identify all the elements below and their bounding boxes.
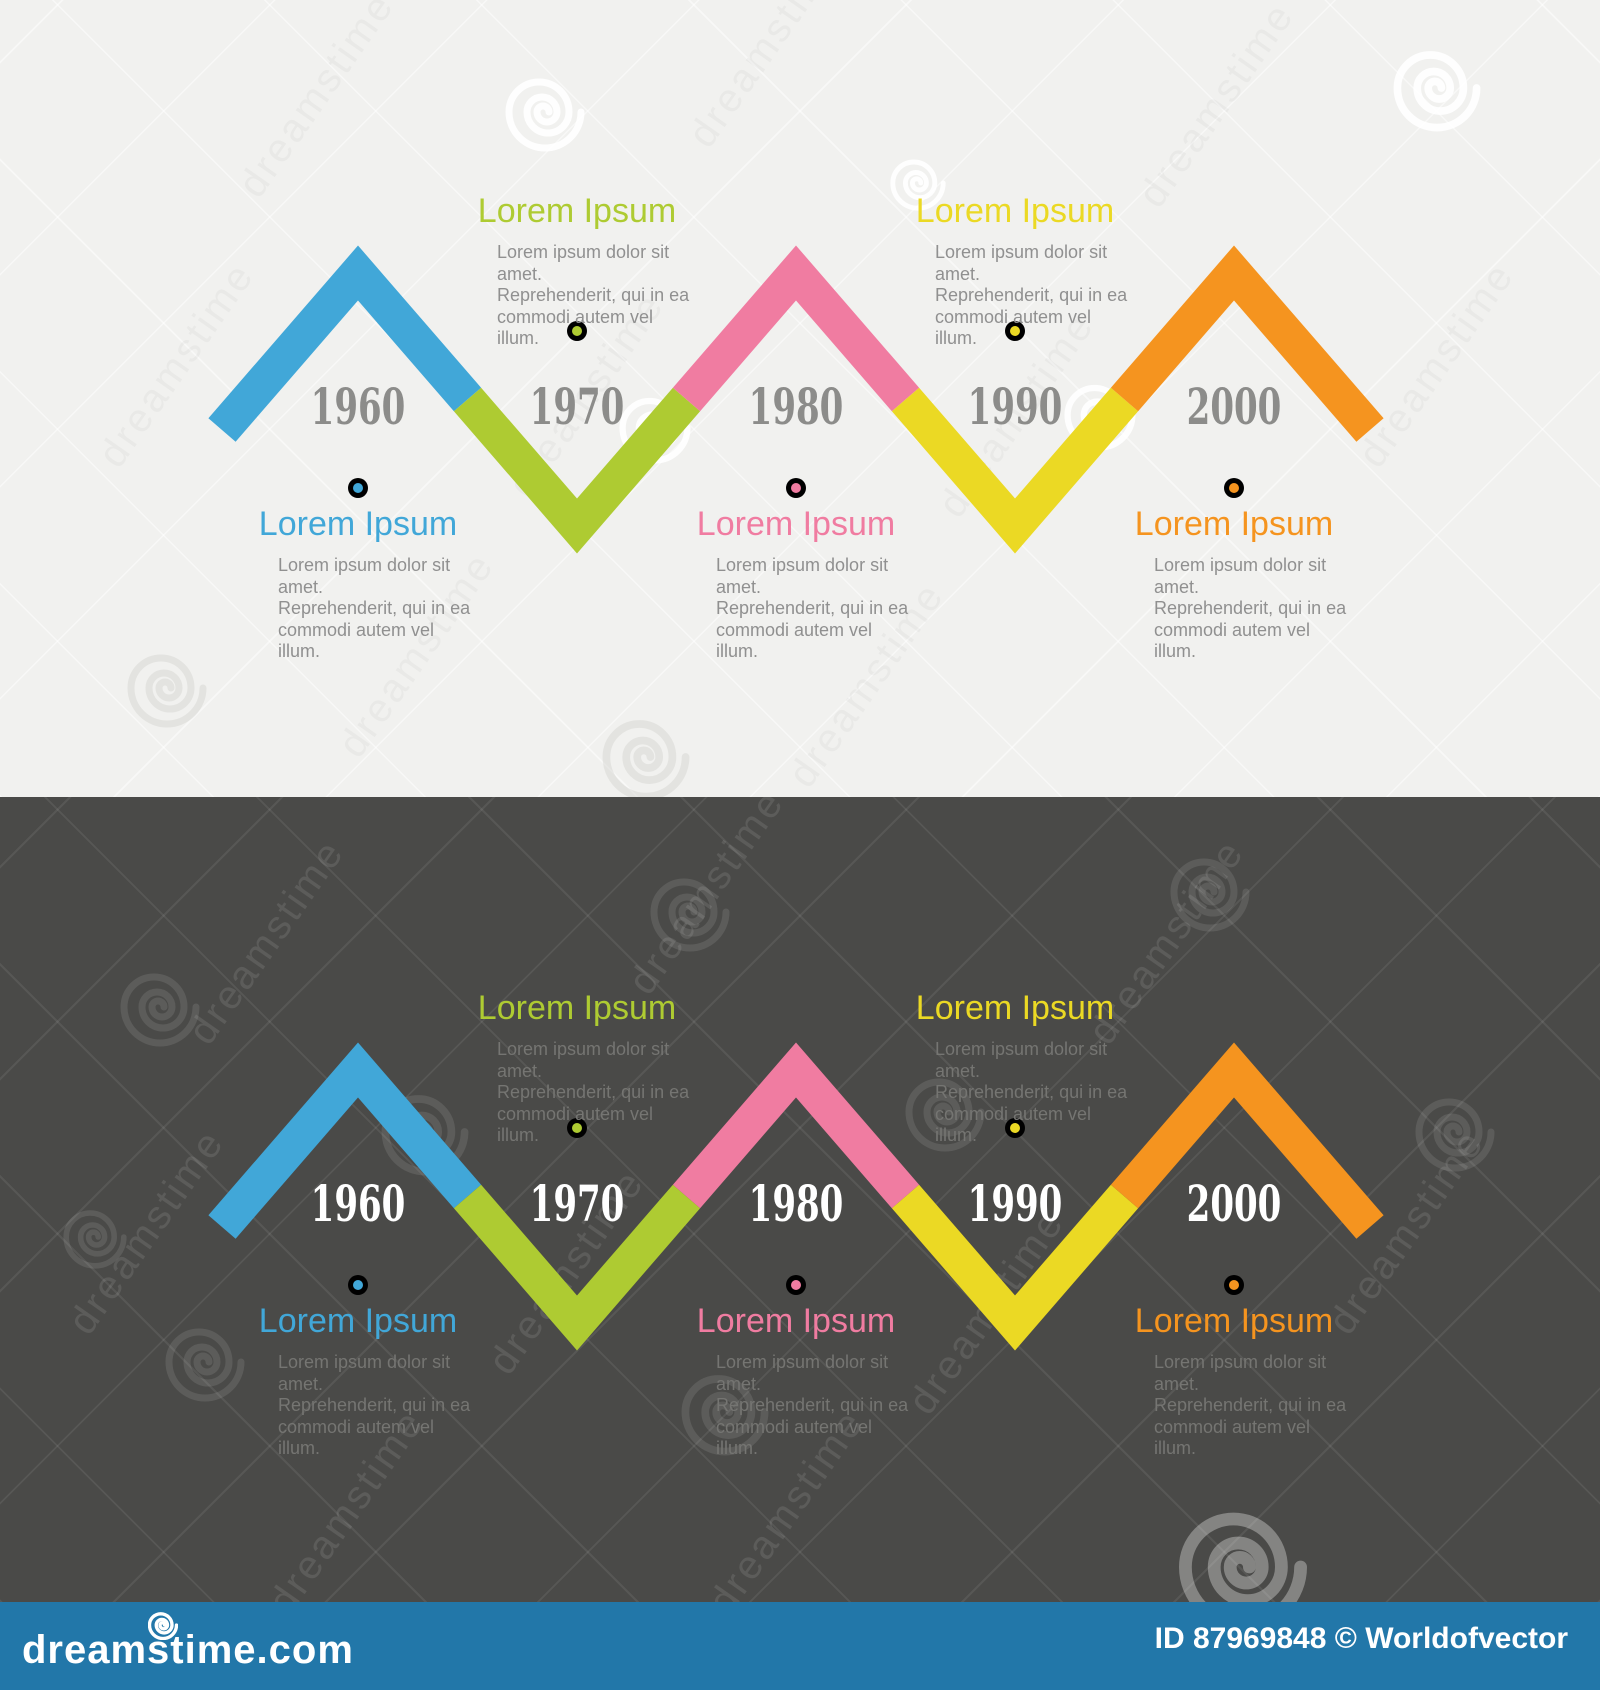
year-label: 1970 [529,1174,625,1233]
milestone-text-1980: Lorem Ipsum Lorem ipsum dolor sit amet. … [676,1302,916,1460]
body-line: Lorem ipsum dolor sit amet. [278,555,451,597]
milestone-heading: Lorem Ipsum [477,989,677,1027]
milestone-body: Lorem ipsum dolor sit amet. Reprehenderi… [238,555,478,663]
body-line: commodi autem vel illum. [497,306,654,349]
year-label: 1970 [529,377,625,436]
dreamstime-logo-spiral-icon [148,1612,178,1640]
milestone-text-1970: Lorem Ipsum Lorem ipsum dolor sit amet. … [457,989,697,1147]
body-line: commodi autem vel illum. [1154,619,1311,662]
body-line: Lorem ipsum dolor sit amet. [497,242,670,284]
milestone-text-1990: Lorem Ipsum Lorem ipsum dolor sit amet. … [895,989,1135,1147]
year-label: 1960 [310,1174,406,1233]
milestone-body: Lorem ipsum dolor sit amet. Reprehenderi… [238,1352,478,1460]
milestone-body: Lorem ipsum dolor sit amet. Reprehenderi… [1114,1352,1354,1460]
body-line: Lorem ipsum dolor sit amet. [1154,555,1327,597]
milestone-body: Lorem ipsum dolor sit amet. Reprehenderi… [457,242,697,350]
body-line: Reprehenderit, qui in ea [497,285,690,305]
milestone-text-2000: Lorem Ipsum Lorem ipsum dolor sit amet. … [1114,505,1354,663]
body-line: Reprehenderit, qui in ea [1154,1395,1347,1415]
body-line: Lorem ipsum dolor sit amet. [497,1039,670,1081]
milestone-heading: Lorem Ipsum [258,1302,458,1340]
body-line: Lorem ipsum dolor sit amet. [278,1352,451,1394]
milestone-body: Lorem ipsum dolor sit amet. Reprehenderi… [1114,555,1354,663]
body-line: Reprehenderit, qui in ea [278,598,471,618]
body-line: Lorem ipsum dolor sit amet. [1154,1352,1327,1394]
milestone-heading: Lorem Ipsum [696,505,896,543]
image-credit: ID 87969848 © Worldofvector [1154,1622,1568,1655]
milestone-heading: Lorem Ipsum [915,192,1115,230]
body-line: Reprehenderit, qui in ea [935,285,1128,305]
milestone-text-1980: Lorem Ipsum Lorem ipsum dolor sit amet. … [676,505,916,663]
body-line: commodi autem vel illum. [1154,1416,1311,1459]
year-label: 1990 [967,1174,1063,1233]
body-line: commodi autem vel illum. [935,306,1092,349]
body-line: Lorem ipsum dolor sit amet. [935,1039,1108,1081]
year-label: 1980 [748,1174,844,1233]
body-line: commodi autem vel illum. [497,1103,654,1146]
body-line: Reprehenderit, qui in ea [716,1395,909,1415]
body-line: commodi autem vel illum. [935,1103,1092,1146]
year-label: 2000 [1186,377,1282,436]
milestone-body: Lorem ipsum dolor sit amet. Reprehenderi… [895,242,1135,350]
milestone-text-1960: Lorem Ipsum Lorem ipsum dolor sit amet. … [238,1302,478,1460]
milestone-text-1970: Lorem Ipsum Lorem ipsum dolor sit amet. … [457,192,697,350]
milestone-heading: Lorem Ipsum [915,989,1115,1027]
body-line: commodi autem vel illum. [278,1416,435,1459]
milestone-text-1990: Lorem Ipsum Lorem ipsum dolor sit amet. … [895,192,1135,350]
timeline-panel-light: dreamstime dreamstime dreamstime dreamst… [0,0,1600,797]
milestone-body: Lorem ipsum dolor sit amet. Reprehenderi… [676,1352,916,1460]
year-label: 2000 [1186,1174,1282,1233]
timeline-panel-dark: dreamstime dreamstime dreamstime dreamst… [0,797,1600,1602]
year-label: 1990 [967,377,1063,436]
milestone-body: Lorem ipsum dolor sit amet. Reprehenderi… [457,1039,697,1147]
body-line: Lorem ipsum dolor sit amet. [716,1352,889,1394]
body-line: Reprehenderit, qui in ea [1154,598,1347,618]
year-label: 1960 [310,377,406,436]
milestone-heading: Lorem Ipsum [258,505,458,543]
milestone-text-1960: Lorem Ipsum Lorem ipsum dolor sit amet. … [238,505,478,663]
milestone-body: Lorem ipsum dolor sit amet. Reprehenderi… [895,1039,1135,1147]
milestone-heading: Lorem Ipsum [696,1302,896,1340]
milestone-heading: Lorem Ipsum [1134,505,1334,543]
body-line: Reprehenderit, qui in ea [278,1395,471,1415]
body-line: Reprehenderit, qui in ea [935,1082,1128,1102]
year-label: 1980 [748,377,844,436]
body-line: Reprehenderit, qui in ea [497,1082,690,1102]
body-line: commodi autem vel illum. [716,1416,873,1459]
milestone-heading: Lorem Ipsum [477,192,677,230]
body-line: Lorem ipsum dolor sit amet. [716,555,889,597]
milestone-heading: Lorem Ipsum [1134,1302,1334,1340]
footer-bar: dreamstime.com ID 87969848 © Worldofvect… [0,1602,1600,1690]
milestone-body: Lorem ipsum dolor sit amet. Reprehenderi… [676,555,916,663]
body-line: Reprehenderit, qui in ea [716,598,909,618]
milestone-text-2000: Lorem Ipsum Lorem ipsum dolor sit amet. … [1114,1302,1354,1460]
body-line: Lorem ipsum dolor sit amet. [935,242,1108,284]
body-line: commodi autem vel illum. [278,619,435,662]
body-line: commodi autem vel illum. [716,619,873,662]
dreamstime-logo: dreamstime.com [22,1628,354,1672]
